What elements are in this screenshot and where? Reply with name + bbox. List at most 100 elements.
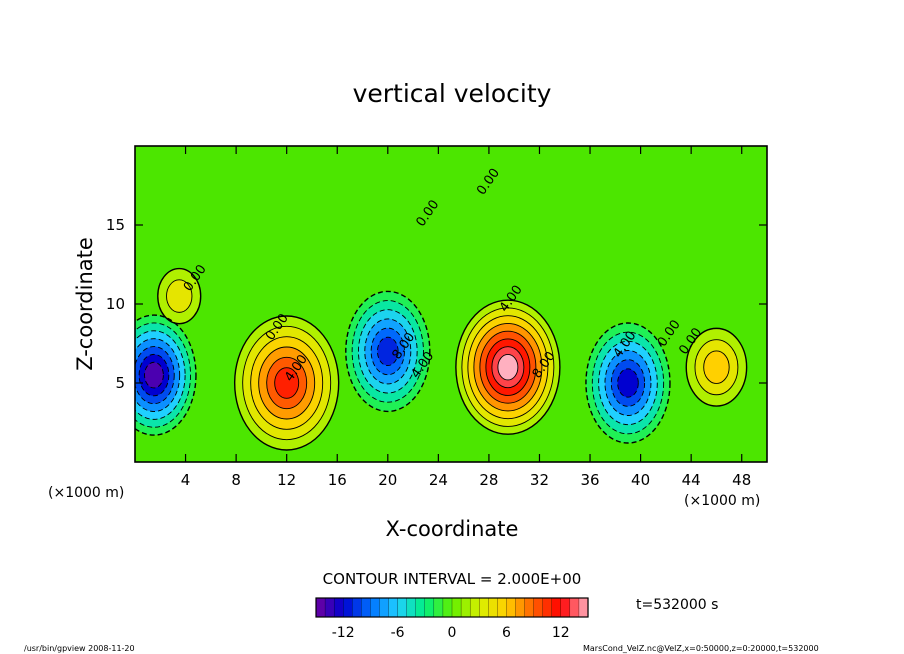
contour-line-2-1 — [351, 300, 424, 403]
y-tick-label-1: 10 — [106, 295, 125, 313]
colorbar-cell-24 — [533, 597, 544, 618]
colorbar-cell-13 — [433, 597, 444, 618]
field-level-2-5 — [377, 337, 399, 366]
x-tick-label-4: 20 — [378, 471, 397, 489]
footer-right: MarsCond_VelZ.nc@VelZ,x=0:50000,z=0:2000… — [583, 644, 819, 653]
contour-line-1-2 — [250, 336, 324, 430]
contour-line-1-5 — [274, 367, 300, 399]
x-tick-label-3: 16 — [328, 471, 347, 489]
contour-line-4-5 — [617, 368, 639, 398]
colorbar-cell-2 — [333, 597, 344, 618]
contour-line-3-7 — [497, 354, 519, 381]
colorbar-cell-26 — [551, 597, 562, 618]
y-tick-label-2: 15 — [106, 216, 125, 234]
colorbar-cell-28 — [569, 597, 580, 618]
colorbar-cell-6 — [370, 597, 381, 618]
contour-line-2-4 — [370, 327, 405, 376]
contour-line-5-0 — [685, 327, 748, 407]
y-axis-ticks: 5 10 15 — [106, 216, 767, 392]
contour-line-3-1 — [461, 307, 555, 427]
field-level-1-5 — [274, 367, 299, 399]
contour-line-1-1 — [242, 325, 332, 441]
colorbar-tick-label-1: -6 — [391, 625, 405, 641]
x-tick-label-0: 4 — [181, 471, 191, 489]
colorbar-cell-9 — [397, 597, 408, 618]
contour-line-2-5 — [377, 336, 399, 367]
colorbar-cell-25 — [542, 597, 553, 618]
colorbar-cell-21 — [506, 597, 517, 618]
x-tick-label-6: 28 — [479, 471, 498, 489]
colorbar-cell-12 — [424, 597, 435, 618]
y-axis-label: Z-coordinate — [73, 237, 97, 371]
y-tick-label-0: 5 — [115, 374, 125, 392]
colorbar-cell-17 — [469, 597, 480, 618]
x-tick-label-9: 40 — [631, 471, 650, 489]
colorbar-cell-0 — [315, 597, 326, 618]
contour-line-6-1 — [166, 279, 193, 313]
colorbar-cell-19 — [488, 597, 498, 618]
field-features — [135, 268, 747, 450]
colorbar-cell-1 — [324, 597, 335, 618]
contour-line-4-4 — [610, 359, 646, 407]
colorbar-cell-22 — [515, 597, 526, 618]
contour-line-3-0 — [455, 299, 561, 435]
colorbar-ticks: -12 -6 0 6 12 — [332, 625, 570, 641]
contour-line-0-1 — [135, 322, 191, 428]
time-label: t=532000 s — [636, 597, 718, 613]
chart-title: vertical velocity — [353, 79, 552, 108]
colorbar-cell-15 — [451, 597, 462, 618]
colorbar-cell-3 — [343, 597, 353, 618]
colorbar-cell-20 — [497, 597, 507, 618]
colorbar-cell-14 — [442, 597, 453, 618]
contour-line-3-5 — [485, 338, 531, 396]
colorbar-cell-11 — [415, 597, 426, 618]
field-level-4-5 — [617, 368, 639, 398]
contour-line-0-6 — [144, 361, 164, 389]
contour-line-3-6 — [491, 346, 525, 389]
contour-line-4-1 — [591, 331, 665, 435]
field-level-3-7 — [497, 354, 518, 380]
contour-line-5-2 — [703, 350, 730, 384]
colorbar-cell-16 — [460, 597, 471, 618]
contour-lines — [135, 267, 748, 451]
contour-interval-text: CONTOUR INTERVAL = 2.000E+00 — [323, 570, 582, 588]
colorbar-cell-8 — [388, 597, 399, 618]
contour-line-4-0 — [585, 322, 671, 444]
x-tick-label-8: 36 — [580, 471, 599, 489]
plot-area: 0.000.004.008.004.000.000.004.008.004.00… — [135, 146, 767, 462]
contour-line-0-4 — [135, 346, 175, 405]
x-axis-label: X-coordinate — [386, 517, 519, 541]
x-tick-label-1: 8 — [231, 471, 241, 489]
colorbar-tick-label-0: -12 — [332, 625, 355, 641]
field-level-0-6 — [144, 362, 164, 388]
contour-line-0-5 — [138, 353, 170, 397]
contour-line-0-3 — [135, 338, 181, 412]
contour-line-2-0 — [345, 290, 431, 413]
colorbar-cell-29 — [578, 597, 589, 618]
x-axis-unit-left: (×1000 m) — [48, 485, 124, 501]
contour-line-6-0 — [157, 267, 202, 325]
x-tick-label-2: 12 — [277, 471, 296, 489]
x-tick-label-7: 32 — [530, 471, 549, 489]
contour-line-1-0 — [233, 315, 340, 451]
colorbar-cell-5 — [361, 597, 371, 618]
field-level-6-1 — [166, 279, 192, 313]
colorbar-cell-23 — [524, 597, 535, 618]
contour-line-2-3 — [364, 318, 412, 385]
x-tick-label-10: 44 — [682, 471, 701, 489]
colorbar — [315, 597, 589, 618]
colorbar-tick-label-4: 12 — [552, 625, 570, 641]
contour-line-3-3 — [473, 323, 543, 412]
contour-line-3-2 — [467, 315, 549, 420]
field-level-5-2 — [703, 350, 730, 384]
colorbar-cell-18 — [479, 597, 489, 618]
x-tick-label-11: 48 — [732, 471, 751, 489]
colorbar-frame — [315, 597, 589, 618]
colorbar-cell-4 — [352, 597, 362, 618]
contour-line-0-2 — [135, 330, 186, 420]
contour-line-1-3 — [258, 346, 316, 420]
x-tick-label-5: 24 — [429, 471, 448, 489]
colorbar-cell-27 — [560, 597, 571, 618]
